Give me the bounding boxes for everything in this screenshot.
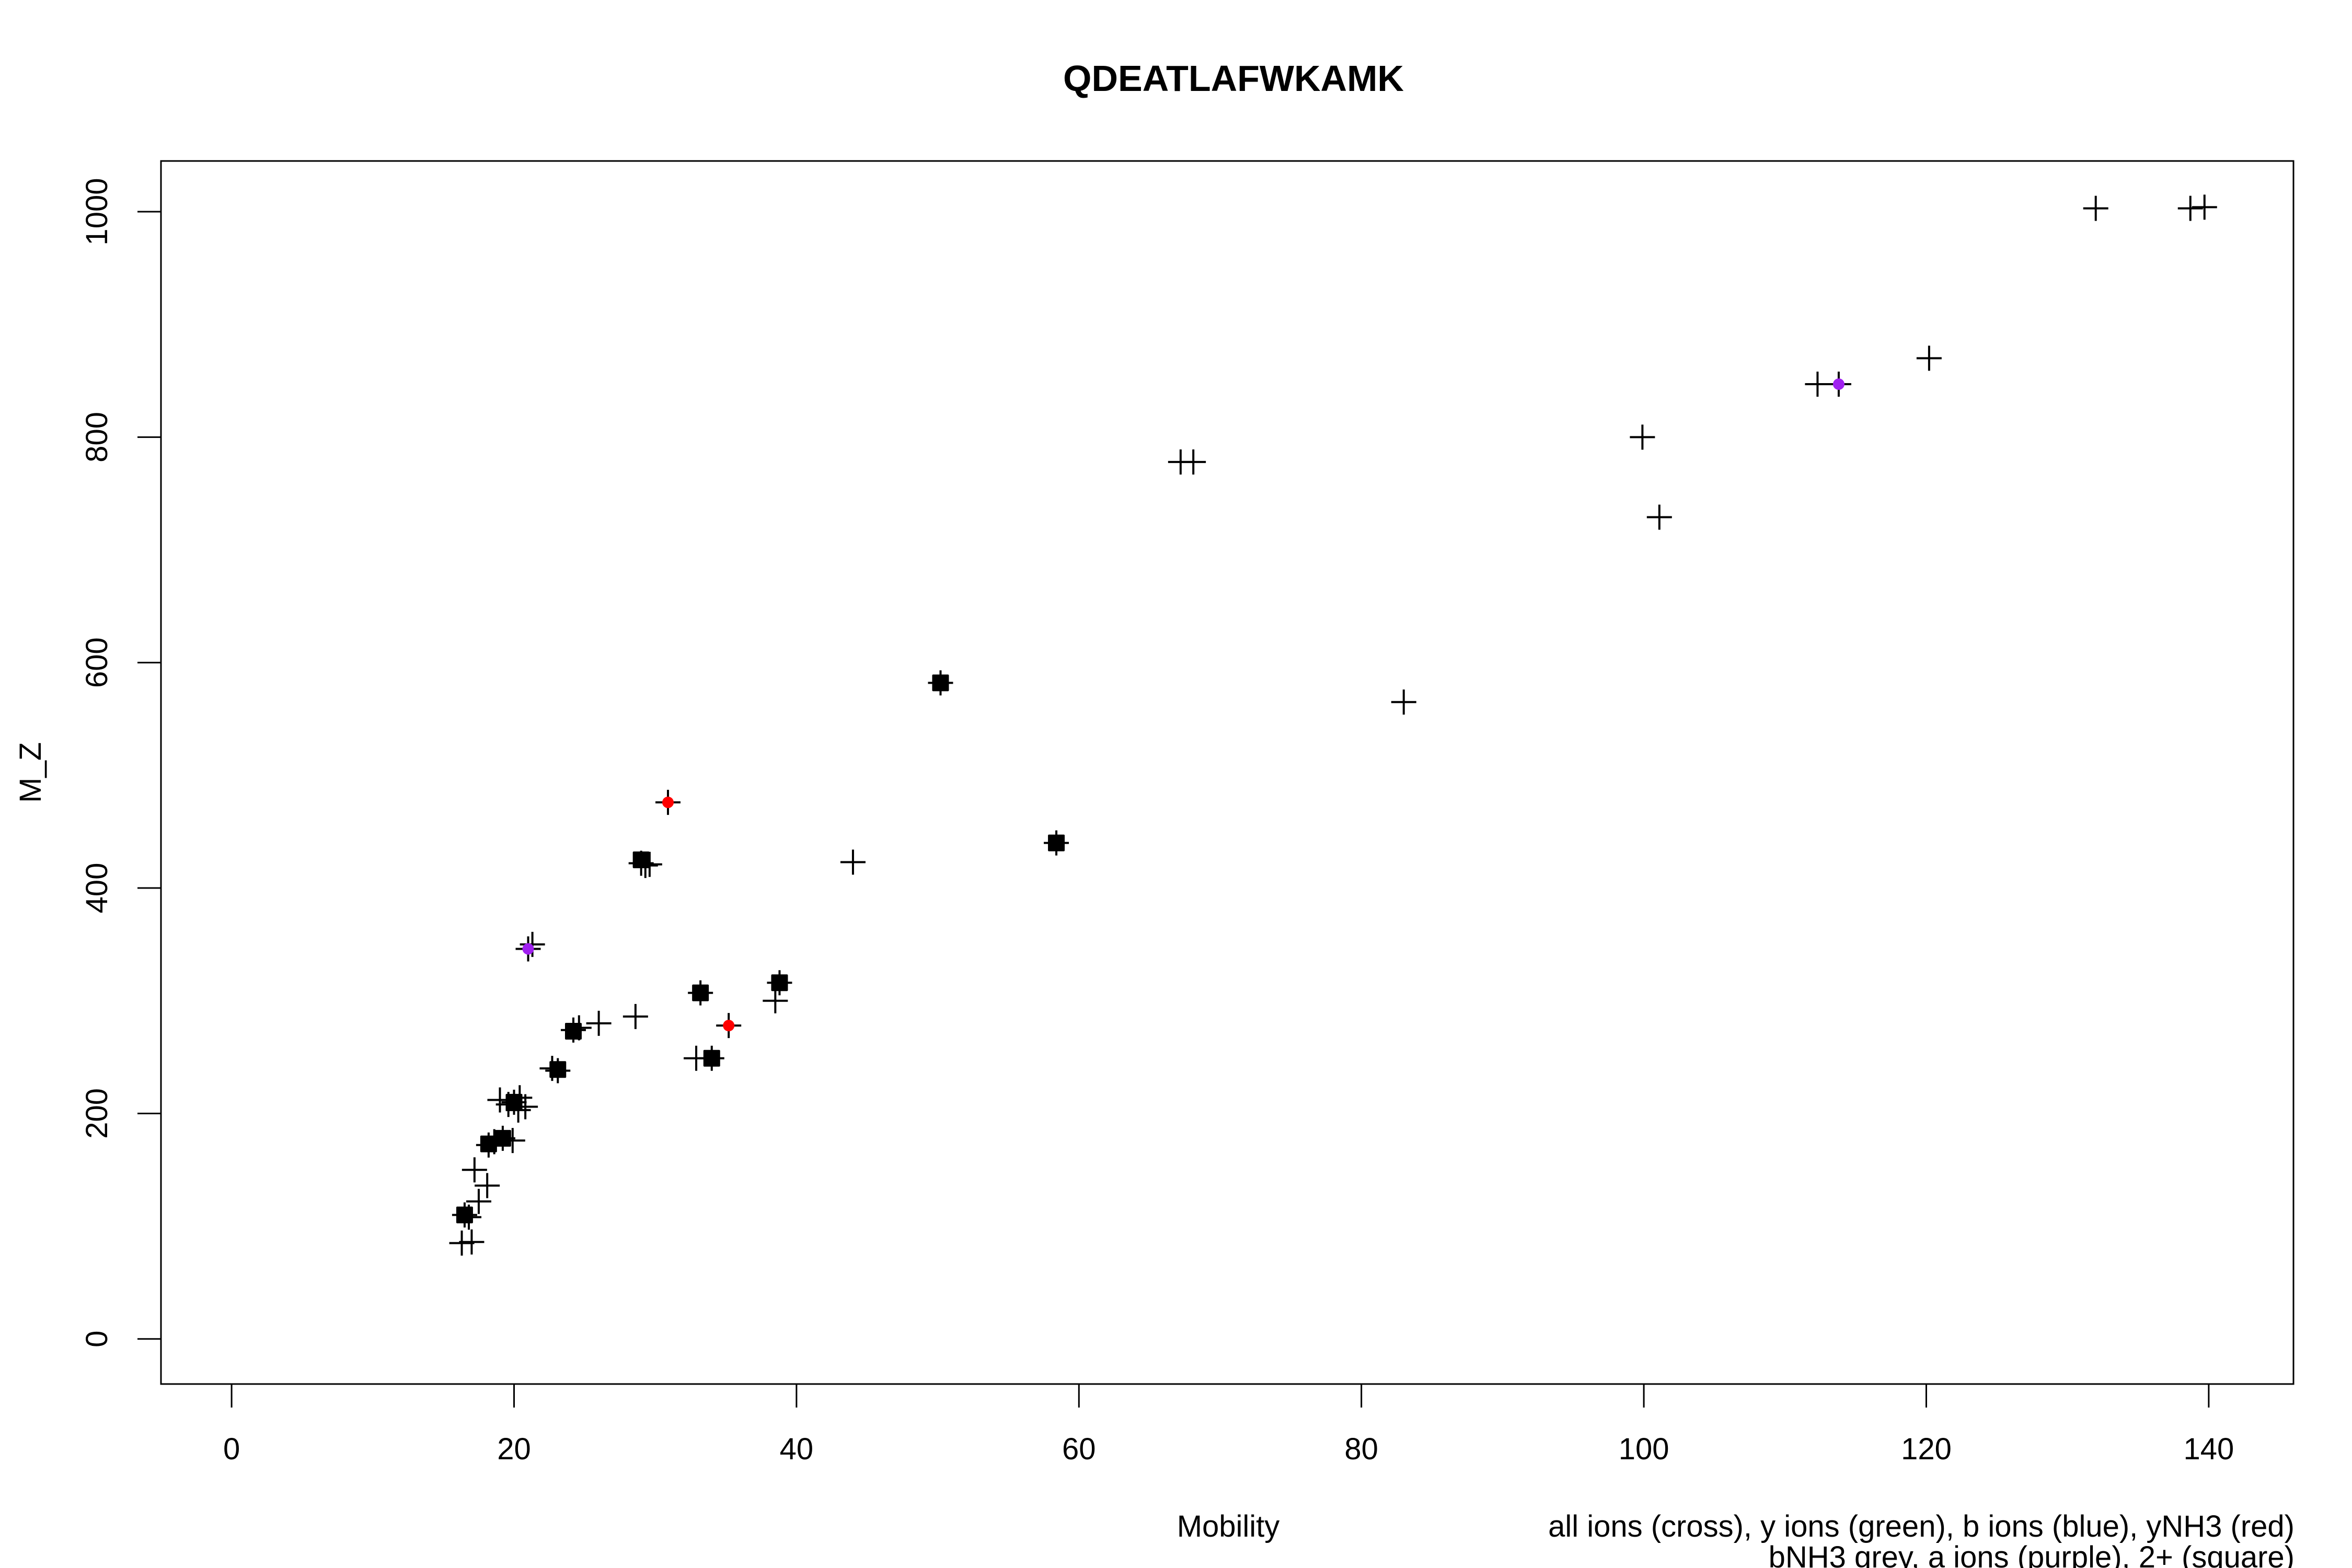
cross-point: [586, 1010, 612, 1036]
square-point: [564, 1022, 582, 1040]
cross-point: [1630, 424, 1655, 450]
x-tick-label: 80: [1344, 1432, 1378, 1466]
cross-point: [475, 1173, 500, 1198]
y-tick-label: 200: [80, 1088, 114, 1139]
cross-point: [840, 849, 866, 875]
cross-point: [1181, 449, 1206, 475]
cross-point: [520, 931, 545, 957]
y-tick-label: 0: [80, 1331, 114, 1347]
square-point: [480, 1135, 497, 1152]
cross-point: [2192, 194, 2217, 220]
cross-point: [1916, 345, 1942, 371]
cross-point: [459, 1229, 485, 1255]
data-points: [449, 194, 2217, 1256]
cross-point: [1391, 689, 1416, 715]
cross-point: [462, 1157, 487, 1183]
square-point: [1048, 834, 1065, 851]
y-axis: 0 200 400 600 800 1000: [80, 178, 162, 1347]
x-tick-label: 0: [223, 1432, 240, 1466]
y-tick-label: 800: [80, 412, 114, 463]
x-axis-label: Mobility: [1177, 1509, 1280, 1543]
x-tick-label: 140: [2183, 1432, 2234, 1466]
x-axis: 0 20 40 60 80 100 120 140: [223, 1383, 2234, 1466]
square-point: [505, 1093, 523, 1111]
colored-point: [723, 1020, 735, 1032]
square-point: [692, 984, 709, 1001]
square-point: [632, 851, 650, 869]
y-tick-label: 600: [80, 637, 114, 688]
cross-point: [2177, 195, 2203, 221]
square-point: [771, 974, 788, 991]
colored-point: [522, 943, 534, 955]
cross-point: [466, 1189, 491, 1214]
cross-point: [1805, 372, 1830, 397]
square-point: [494, 1129, 511, 1147]
cross-point: [449, 1230, 475, 1256]
legend-note-line-2: bNH3 grey, a ions (purple), 2+ (square): [1769, 1540, 2295, 1568]
x-tick-label: 60: [1062, 1432, 1096, 1466]
cross-point: [2083, 195, 2108, 221]
legend-note-line-1: all ions (cross), y ions (green), b ions…: [1548, 1509, 2295, 1543]
cross-point: [763, 988, 788, 1013]
cross-point: [622, 1004, 648, 1029]
chart-title: QDEATLAFWKAMK: [1063, 58, 1404, 99]
colored-point: [662, 797, 674, 809]
y-axis-label: M_Z: [14, 742, 48, 803]
y-tick-label: 400: [80, 863, 114, 914]
x-tick-label: 120: [1901, 1432, 1952, 1466]
colored-point: [1832, 378, 1844, 390]
cross-point: [1646, 504, 1672, 530]
square-point: [703, 1050, 720, 1067]
x-tick-label: 40: [780, 1432, 814, 1466]
x-tick-label: 20: [497, 1432, 531, 1466]
square-point: [932, 674, 949, 691]
square-point: [456, 1206, 473, 1224]
y-tick-label: 1000: [80, 178, 114, 246]
x-tick-label: 100: [1619, 1432, 1669, 1466]
square-point: [549, 1061, 567, 1078]
